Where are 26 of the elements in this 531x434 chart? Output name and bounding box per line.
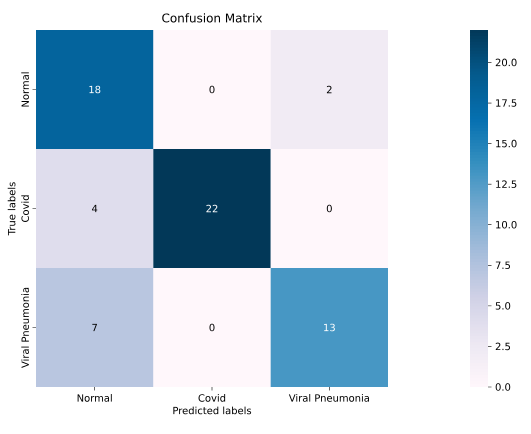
data-label: 7 xyxy=(92,324,97,332)
x-tick-label: Normal xyxy=(78,394,112,402)
color-bar-label: 12.5 xyxy=(496,180,516,188)
x-tick-label: Viral Pneumonia xyxy=(288,394,369,402)
data-label: 2 xyxy=(326,86,332,94)
y-tick-label: Covid xyxy=(21,195,29,222)
data-label: 4 xyxy=(92,204,98,212)
y-axis-title: True labels xyxy=(8,182,16,236)
x-axis-title: Predicted labels xyxy=(173,406,252,414)
color-bar-label: 2.5 xyxy=(496,342,510,350)
data-label: 22 xyxy=(206,204,218,212)
color-bar-label: 0.0 xyxy=(496,383,510,391)
data-label: 0 xyxy=(209,324,215,332)
color-bar-label: 5.0 xyxy=(496,302,510,310)
y-tick-label: Normal xyxy=(21,72,29,107)
color-bar-label: 7.5 xyxy=(496,262,510,269)
data-label: 0 xyxy=(209,86,215,94)
color-bar-label: 15.0 xyxy=(496,140,517,148)
data-label: 13 xyxy=(324,324,335,332)
color-bar-label: 17.5 xyxy=(496,99,516,107)
data-label: 0 xyxy=(326,204,332,212)
x-tick-label: Covid xyxy=(198,394,226,402)
color-bar-label: 20.0 xyxy=(496,58,517,66)
chart-title: Confusion Matrix xyxy=(162,13,262,23)
data-label: 18 xyxy=(89,86,100,94)
color-bar-label: 10.0 xyxy=(496,220,517,228)
